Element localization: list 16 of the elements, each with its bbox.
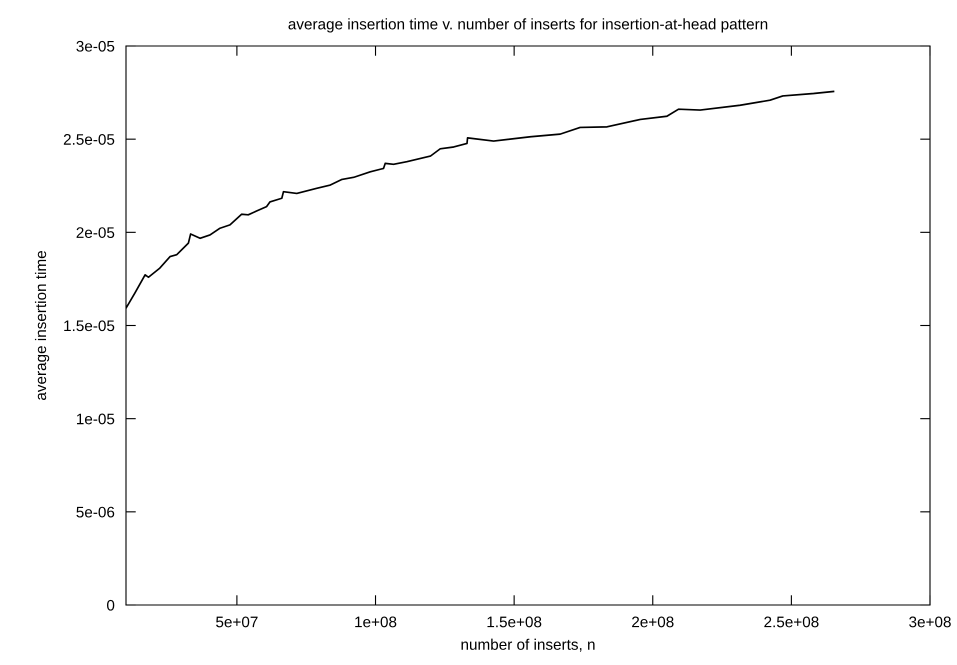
y-tick-label: 2e-05 bbox=[76, 227, 114, 238]
x-tick-label: 5e+07 bbox=[216, 616, 258, 628]
y-tick-label: 1e-05 bbox=[76, 414, 114, 424]
x-tick-label: 1e+08 bbox=[355, 616, 396, 628]
x-tick-label: 2.5e+08 bbox=[764, 616, 819, 628]
y-tick-label: 1.5e-05 bbox=[64, 320, 114, 332]
y-tick-label: 0 bbox=[106, 600, 114, 611]
y-tick-label: 2.5e-05 bbox=[64, 134, 114, 145]
x-axis-title: number of inserts, n bbox=[462, 638, 595, 652]
x-tick-label: 2e+08 bbox=[632, 616, 674, 628]
y-tick-label: 5e-06 bbox=[76, 506, 114, 518]
chart-title: average insertion time v. number of inserts for insertion-at-head pattern bbox=[288, 18, 768, 33]
x-tick-label: 3e+08 bbox=[909, 616, 951, 628]
y-tick-label: 3e-05 bbox=[76, 40, 114, 52]
x-tick-label: 1.5e+08 bbox=[487, 616, 542, 628]
y-axis-title: average insertion time bbox=[34, 251, 50, 400]
